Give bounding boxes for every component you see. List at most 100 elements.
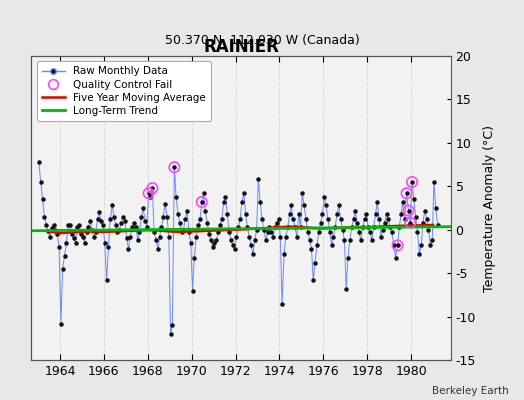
Point <box>69 235 78 242</box>
Point <box>384 216 392 222</box>
Point <box>121 218 129 224</box>
Point <box>161 200 169 207</box>
Point <box>44 228 52 235</box>
Point <box>280 251 288 257</box>
Point <box>218 216 226 222</box>
Point <box>276 234 285 240</box>
Point <box>342 286 351 292</box>
Point <box>212 237 221 243</box>
Point <box>181 216 190 222</box>
Point <box>256 199 264 205</box>
Point <box>167 331 175 337</box>
Point <box>130 220 138 226</box>
Point <box>410 196 418 202</box>
Point <box>307 246 315 252</box>
Point <box>254 176 263 182</box>
Point <box>207 237 215 243</box>
Point <box>185 229 193 236</box>
Point <box>156 234 164 240</box>
Point <box>303 229 312 236</box>
Point <box>38 196 47 202</box>
Point <box>48 225 56 231</box>
Point <box>110 214 118 220</box>
Point <box>361 216 369 222</box>
Point <box>261 237 270 243</box>
Point <box>329 234 337 240</box>
Point <box>264 229 272 236</box>
Point <box>383 211 391 217</box>
Point <box>325 229 334 236</box>
Point <box>141 218 149 224</box>
Point <box>49 222 58 228</box>
Y-axis label: Temperature Anomaly (°C): Temperature Anomaly (°C) <box>483 124 496 292</box>
Point <box>227 237 235 243</box>
Point <box>91 229 100 236</box>
Point <box>225 229 233 236</box>
Point <box>421 208 429 214</box>
Point <box>292 234 301 240</box>
Point <box>368 237 376 243</box>
Point <box>172 194 180 200</box>
Point <box>159 214 168 220</box>
Point <box>391 254 400 261</box>
Point <box>220 199 228 205</box>
Point <box>271 224 279 230</box>
Point <box>294 211 303 217</box>
Point <box>165 234 173 240</box>
Point <box>380 220 389 226</box>
Point <box>134 237 142 243</box>
Point <box>66 222 74 228</box>
Point <box>106 216 114 222</box>
Point <box>146 194 155 200</box>
Point <box>289 216 297 222</box>
Point <box>390 242 398 248</box>
Point <box>163 214 171 220</box>
Point <box>426 242 434 248</box>
Point <box>86 218 94 224</box>
Point <box>123 235 131 242</box>
Point <box>239 190 248 196</box>
Point <box>119 214 127 220</box>
Point <box>433 222 442 228</box>
Point <box>406 220 414 226</box>
Point <box>152 237 160 243</box>
Point <box>170 164 179 170</box>
Point <box>95 209 103 216</box>
Point <box>71 240 80 246</box>
Point <box>432 205 440 211</box>
Point <box>366 229 374 236</box>
Point <box>386 224 394 230</box>
Point <box>347 224 356 230</box>
Point <box>88 226 96 233</box>
Point <box>298 190 307 196</box>
Point <box>46 234 54 240</box>
Point <box>243 224 252 230</box>
Point <box>328 242 336 248</box>
Point <box>402 190 411 196</box>
Point <box>335 202 343 208</box>
Point <box>247 242 255 248</box>
Point <box>238 199 246 205</box>
Point <box>35 159 43 165</box>
Point <box>408 179 416 185</box>
Point <box>64 222 72 228</box>
Point <box>148 185 157 191</box>
Point <box>97 218 105 224</box>
Point <box>309 277 318 283</box>
Point <box>115 226 124 233</box>
Point <box>353 220 362 226</box>
Point <box>318 211 326 217</box>
Point <box>214 229 222 236</box>
Point <box>174 211 182 217</box>
Point <box>405 208 413 214</box>
Point <box>375 216 383 222</box>
Point <box>405 208 413 214</box>
Point <box>135 229 144 236</box>
Point <box>199 190 208 196</box>
Point <box>139 205 147 211</box>
Point <box>177 229 185 236</box>
Point <box>283 224 292 230</box>
Point <box>364 224 373 230</box>
Point <box>428 237 436 243</box>
Point <box>286 211 294 217</box>
